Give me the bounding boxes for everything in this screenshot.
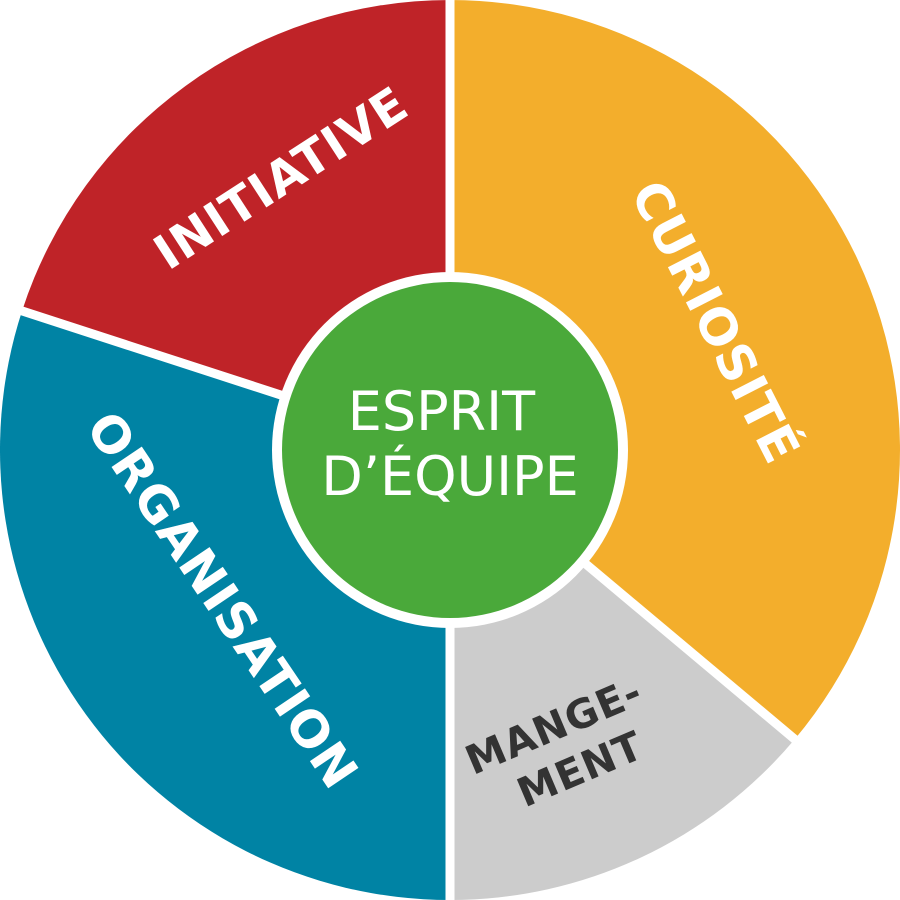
segment-curiosite — [450, 0, 900, 740]
center-label-line-2: D’ÉQUIPE — [321, 445, 579, 508]
center-label-line-1: ESPRIT — [348, 380, 536, 443]
center-label: ESPRIT D’ÉQUIPE — [321, 380, 579, 508]
center-hub — [282, 282, 618, 618]
